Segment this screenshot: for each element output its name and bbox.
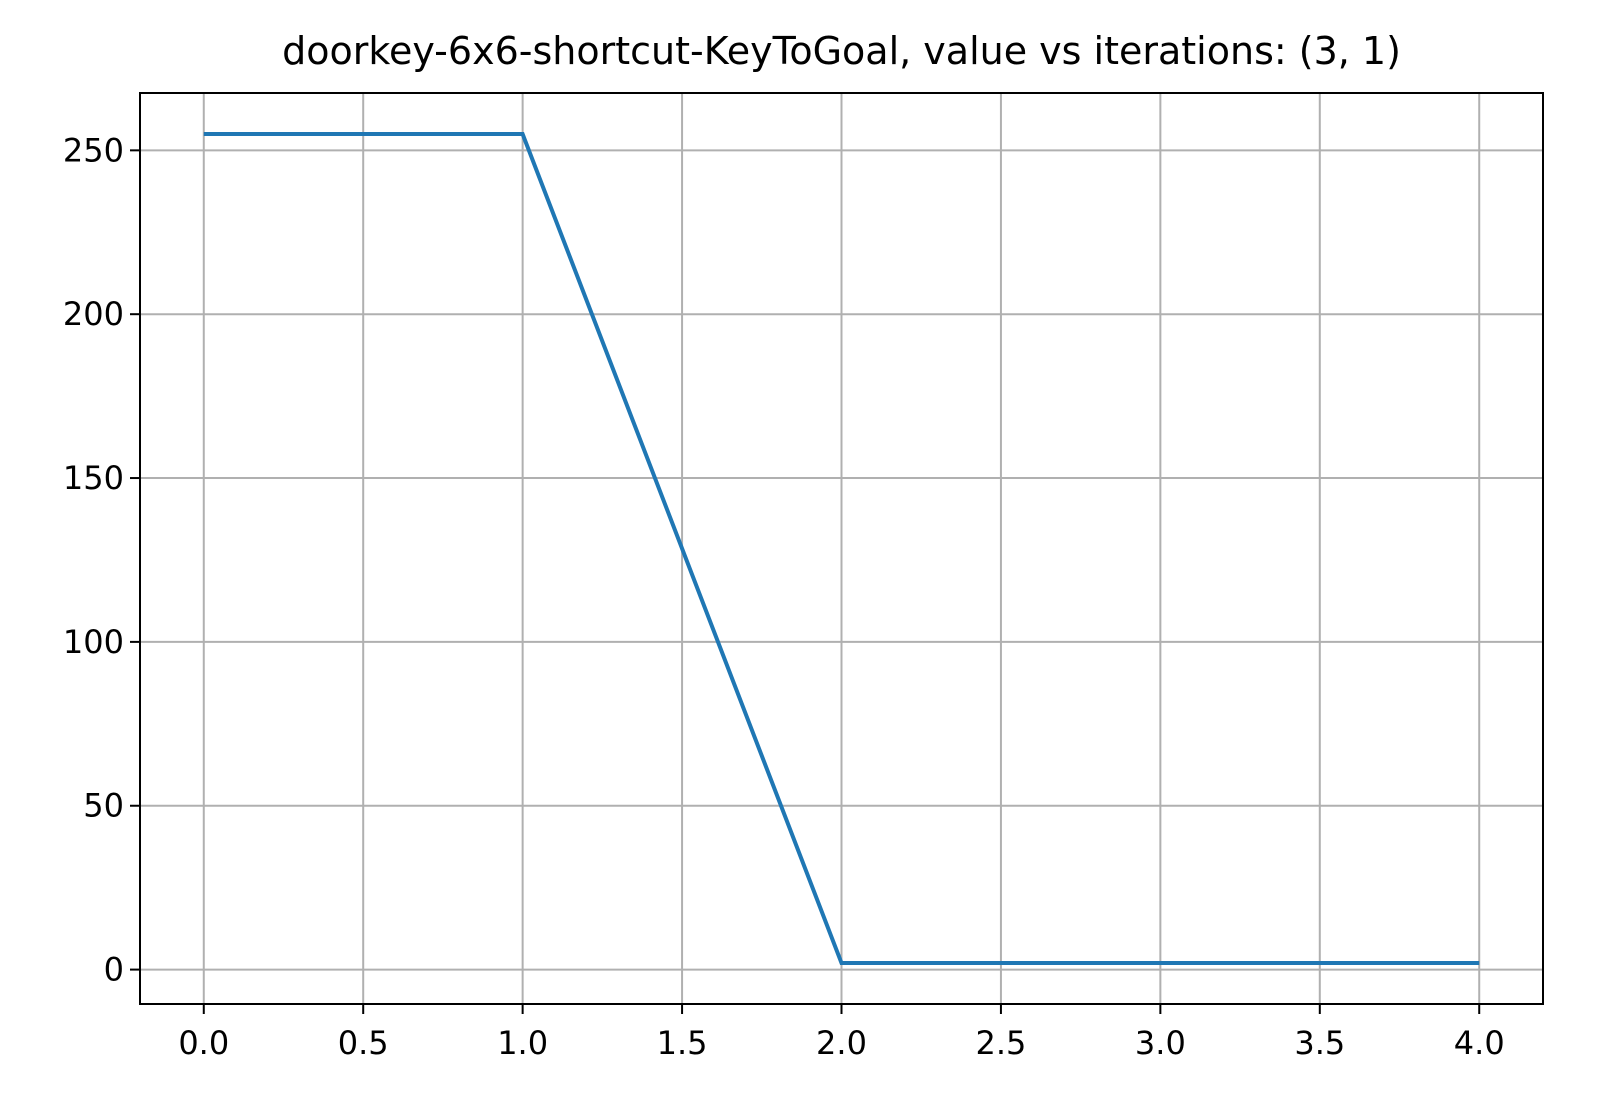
series-line bbox=[203, 132, 1480, 965]
x-tick-label: 0.0 bbox=[178, 1024, 229, 1062]
y-axis: 0 50 100 150 200 250 bbox=[63, 131, 140, 989]
grid bbox=[140, 93, 1543, 1004]
y-tick-label: 250 bbox=[63, 131, 124, 169]
x-tick-label: 2.5 bbox=[975, 1024, 1026, 1062]
y-tick-label: 100 bbox=[63, 623, 124, 661]
x-tick-label: 2.0 bbox=[816, 1024, 867, 1062]
x-tick-label: 1.5 bbox=[657, 1024, 708, 1062]
y-tick-label: 0 bbox=[104, 951, 124, 989]
x-axis: 0.0 0.5 1.0 1.5 2.0 2.5 3.0 3.5 4.0 bbox=[178, 1004, 1505, 1062]
y-tick-label: 200 bbox=[63, 295, 124, 333]
chart-title: doorkey-6x6-shortcut-KeyToGoal, value vs… bbox=[282, 29, 1401, 73]
y-tick-label: 150 bbox=[63, 459, 124, 497]
y-tick-label: 50 bbox=[83, 787, 124, 825]
x-tick-label: 0.5 bbox=[338, 1024, 389, 1062]
x-tick-label: 4.0 bbox=[1454, 1024, 1505, 1062]
x-tick-label: 3.5 bbox=[1294, 1024, 1345, 1062]
x-tick-label: 1.0 bbox=[497, 1024, 548, 1062]
x-tick-label: 3.0 bbox=[1135, 1024, 1186, 1062]
series-layer bbox=[203, 132, 1480, 965]
